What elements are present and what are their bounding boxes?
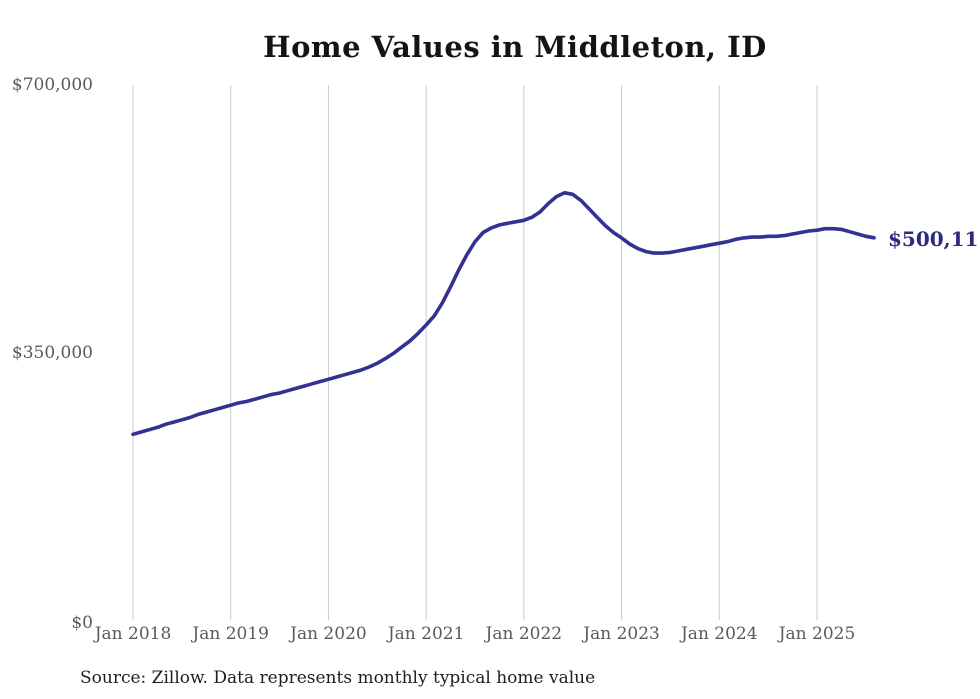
chart-title: Home Values in Middleton, ID <box>263 30 767 64</box>
y-axis-tick-label: $0 <box>71 613 93 633</box>
x-axis-tick-label: Jan 2019 <box>192 624 269 644</box>
y-axis-tick-label: $350,000 <box>11 342 93 363</box>
x-axis-tick-label: Jan 2022 <box>485 624 563 644</box>
y-axis-tick-label: $700,000 <box>11 75 93 95</box>
x-axis-tick-label: Jan 2018 <box>94 624 172 644</box>
x-axis-tick-label: Jan 2021 <box>387 624 465 644</box>
end-value-label: $500,115 <box>888 226 980 251</box>
home-value-line <box>131 191 876 437</box>
x-axis-tick-label: Jan 2024 <box>680 624 758 644</box>
source-note: Source: Zillow. Data represents monthly … <box>80 668 596 688</box>
x-axis-tick-label: Jan 2020 <box>290 624 367 644</box>
x-axis-tick-label: Jan 2025 <box>778 624 856 644</box>
gridline-group <box>132 85 818 620</box>
x-axis-tick-label: Jan 2023 <box>583 624 660 644</box>
